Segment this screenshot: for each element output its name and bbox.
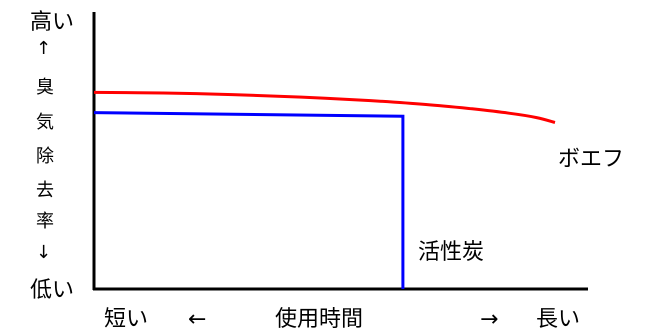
series-line-2 bbox=[93, 111, 405, 289]
series-layer bbox=[93, 90, 556, 289]
y-low-label: 低い bbox=[30, 278, 75, 303]
x-arrow-left: ← bbox=[188, 307, 207, 332]
series-label-boeff: ボエフ bbox=[558, 147, 625, 172]
y-axis-char-2: 気 bbox=[36, 112, 54, 133]
series-line-1 bbox=[93, 90, 556, 124]
x-high-label: 長い bbox=[536, 307, 581, 332]
y-axis-char-3: 除 bbox=[36, 146, 54, 167]
y-axis-char-4: 去 bbox=[36, 180, 54, 201]
y-arrow-down: ↓ bbox=[36, 242, 52, 263]
x-low-label: 短い bbox=[104, 307, 149, 332]
x-arrow-right: → bbox=[480, 307, 499, 332]
x-axis-title: 使用時間 bbox=[275, 307, 364, 332]
series-label-activated-carbon: 活性炭 bbox=[418, 240, 485, 265]
y-axis-char-5: 率 bbox=[36, 211, 54, 232]
y-axis-char-1: 臭 bbox=[36, 77, 54, 98]
y-arrow-up: ↑ bbox=[36, 38, 52, 59]
y-high-label: 高い bbox=[30, 10, 75, 35]
